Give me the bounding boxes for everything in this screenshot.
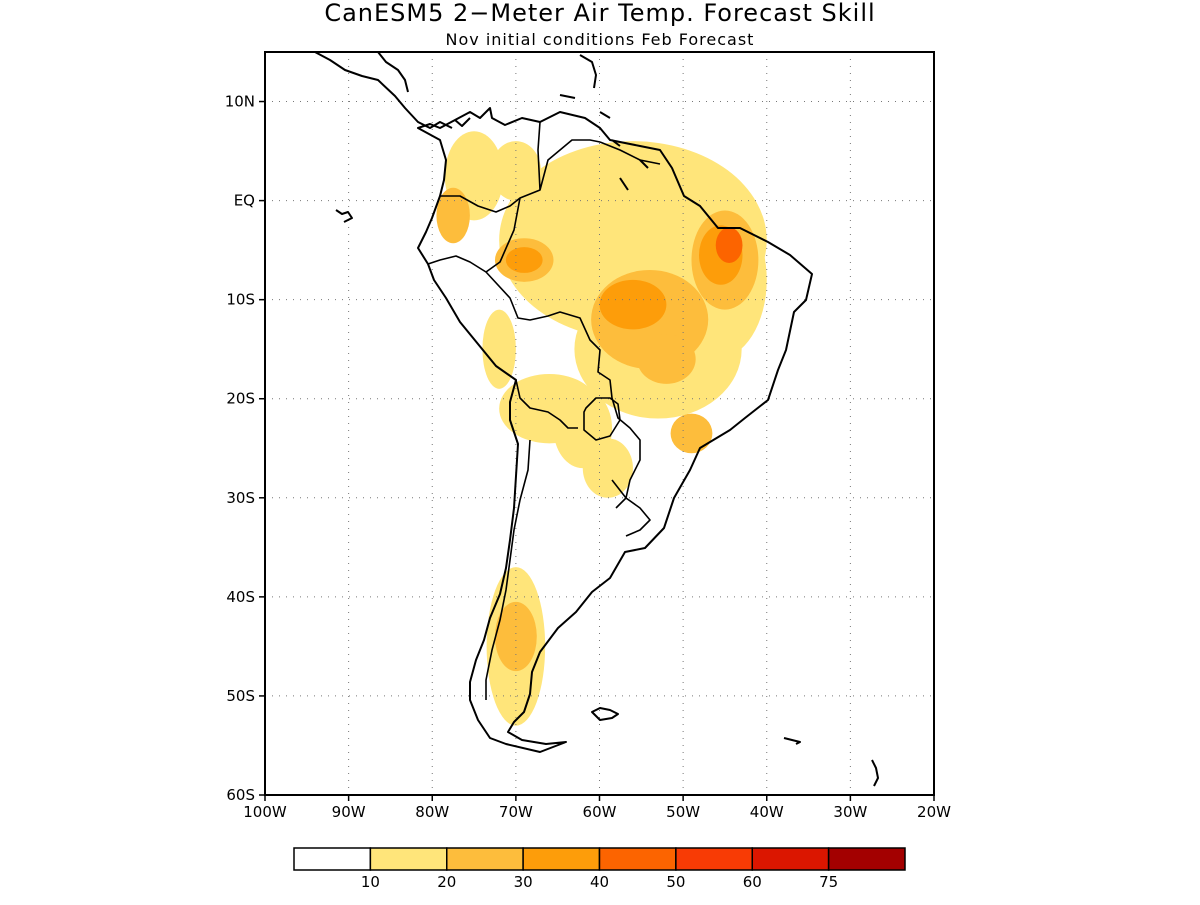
colorbar-label: 10 [361, 873, 380, 891]
x-tick-label: 40W [750, 803, 784, 821]
lat-lon-grid [265, 52, 934, 795]
x-tick-label: 20W [917, 803, 951, 821]
colorbar-label: 30 [514, 873, 533, 891]
colorbar-swatch-6 [751, 847, 830, 871]
x-tick-label: 60W [583, 803, 617, 821]
colorbar-swatch-5 [675, 847, 753, 871]
skill-region-9 [482, 309, 516, 389]
skill-region-16 [637, 334, 696, 384]
skill-region-18 [505, 247, 543, 273]
colorbar-label: 20 [437, 873, 456, 891]
x-tick-label: 90W [332, 803, 366, 821]
skill-region-15 [670, 413, 713, 454]
falkland-islands [591, 707, 619, 721]
y-tick-label: 40S [226, 588, 255, 606]
skill-region-20 [715, 227, 743, 264]
skill-region-8 [490, 141, 541, 201]
y-tick-label: 20S [226, 390, 255, 408]
colorbar: 10 20 30 40 50 60 75 [293, 847, 906, 891]
y-tick-label: 30S [226, 489, 255, 507]
galapagos-islands [335, 209, 353, 223]
south-sandwich-islands [871, 759, 879, 787]
y-tick-label: 10N [225, 93, 255, 111]
colorbar-label: 75 [819, 873, 838, 891]
colorbar-swatch-2 [446, 847, 524, 871]
y-tick-label: EQ [234, 192, 255, 210]
country-borders [427, 121, 661, 700]
map-subtitle: Nov initial conditions Feb Forecast [446, 30, 755, 49]
y-tick-label: 50S [226, 687, 255, 705]
colorbar-label: 50 [666, 873, 685, 891]
skill-region-14 [494, 601, 537, 672]
coastlines [314, 52, 879, 787]
x-tick-label: 100W [243, 803, 287, 821]
skill-region-7 [582, 438, 633, 498]
colorbar-swatch-7 [827, 847, 906, 871]
colorbar-swatch-0 [293, 847, 372, 871]
colorbar-swatch-1 [369, 847, 448, 871]
colorbar-label: 40 [590, 873, 609, 891]
axes: 100W 90W 80W 70W 60W 50W 40W 30W 20W 10N EQ 10S 20S 3… [225, 93, 951, 821]
skill-region-17 [599, 279, 667, 330]
south-america-coastline [417, 107, 813, 753]
colorbar-swatch-4 [598, 847, 677, 871]
skill-region-13 [436, 187, 470, 244]
map-title: CanESM5 2−Meter Air Temp. Forecast Skill [324, 0, 875, 27]
x-tick-label: 70W [499, 803, 533, 821]
colorbar-label: 60 [743, 873, 762, 891]
south-georgia-island [783, 737, 801, 745]
y-tick-label: 60S [226, 786, 255, 804]
central-america-coastline [314, 52, 471, 129]
x-tick-label: 80W [415, 803, 449, 821]
colorbar-swatch-3 [522, 847, 601, 871]
x-tick-label: 30W [833, 803, 867, 821]
caribbean-islands [559, 54, 649, 191]
y-tick-label: 10S [226, 291, 255, 309]
x-tick-label: 50W [666, 803, 700, 821]
skill-shading [436, 131, 767, 726]
